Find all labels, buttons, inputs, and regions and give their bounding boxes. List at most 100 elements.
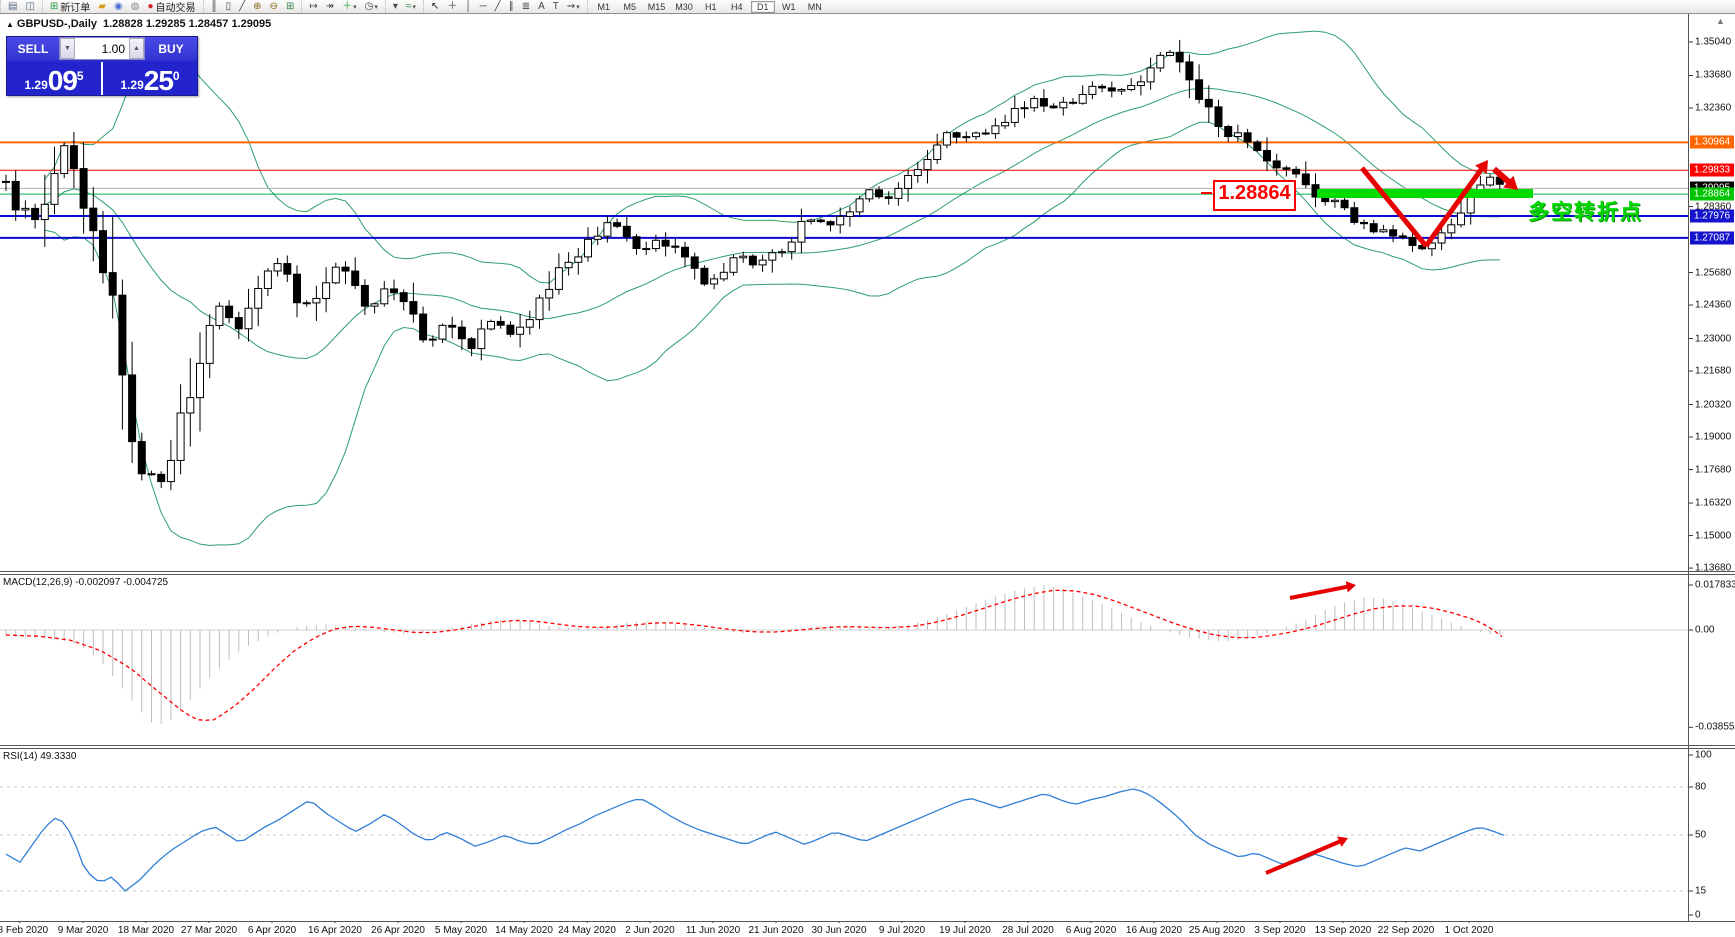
price-badge: 1.29833	[1690, 163, 1734, 177]
candle	[137, 441, 146, 475]
candle	[884, 196, 893, 199]
signals-icon[interactable]: ◍	[128, 0, 143, 13]
price-down-up-zigzag[interactable]	[1360, 166, 1428, 248]
toolbar-group: ↦ ↠ ＋ ▾ ◷ ▾	[301, 0, 385, 13]
candle	[671, 245, 680, 248]
bar-chart-icon[interactable]: ║	[208, 0, 221, 13]
timeframe-m15[interactable]: M15	[647, 1, 666, 12]
price-level-annotation[interactable]: 1.28864	[1213, 180, 1296, 211]
chart-window-icon[interactable]: ▤	[5, 0, 20, 13]
candle	[1398, 235, 1407, 239]
volume-increase-button[interactable]: ▲	[129, 38, 144, 59]
date-label: 26 Apr 2020	[371, 925, 425, 936]
candle	[196, 362, 204, 399]
candle	[89, 207, 98, 232]
sell-button[interactable]: SELL	[7, 37, 59, 60]
tile-windows-icon[interactable]: ⊞	[283, 0, 297, 13]
candle	[1107, 87, 1116, 92]
buy-button[interactable]: BUY	[145, 37, 197, 60]
indicators-icon[interactable]: ＋ ▾	[339, 0, 360, 13]
panel-separator[interactable]	[0, 574, 1735, 575]
cursor-icon[interactable]: ↖	[428, 0, 442, 13]
time-axis[interactable]: 28 Feb 2020 9 Mar 2020 18 Mar 2020 27 Mar 2…	[0, 923, 1735, 937]
volume-decrease-button[interactable]: ▼	[60, 38, 75, 59]
candle	[428, 338, 437, 341]
timeframe-h4[interactable]: H4	[731, 1, 743, 12]
date-label: 28 Feb 2020	[0, 925, 49, 936]
buy-price-pips: 25	[143, 65, 174, 96]
arrows-icon[interactable]: ⇝ ▾	[564, 0, 583, 13]
candle	[1486, 176, 1495, 186]
text-label-icon[interactable]: T	[550, 0, 562, 13]
candle	[302, 302, 311, 305]
support-zone-bar[interactable]	[1317, 189, 1533, 198]
templates-icon[interactable]: ▾	[390, 0, 401, 13]
candle	[1136, 81, 1145, 87]
indicators-icon: ＋	[342, 0, 353, 12]
timeframe-h1[interactable]: H1	[705, 1, 717, 12]
rsi-axis-label: 0	[1695, 909, 1701, 921]
candlestick-chart-icon[interactable]: ▯	[223, 0, 235, 13]
chart-shift-icon[interactable]: ↠	[323, 0, 337, 13]
timeframe-m1[interactable]: M1	[597, 1, 611, 12]
market-watch-icon[interactable]: ◫	[22, 0, 37, 13]
price-down-up-zigzag[interactable]	[1423, 164, 1486, 248]
sell-price-point: 5	[76, 69, 84, 83]
timeframe-w1[interactable]: W1	[782, 1, 796, 12]
candle	[758, 259, 767, 266]
timeframe-m5[interactable]: M5	[623, 1, 637, 12]
crosshair-icon[interactable]: ＋	[444, 0, 460, 13]
rsi-line	[5, 788, 1505, 892]
new-order-button[interactable]: ⊞ 新订单	[47, 0, 93, 14]
scroll-to-end-icon[interactable]: ▲	[1716, 16, 1725, 26]
horizontal-line-icon[interactable]: ─	[477, 0, 490, 13]
history-center-icon[interactable]: ▰	[95, 0, 109, 13]
rsi-up-arrow[interactable]	[1265, 838, 1344, 875]
candle	[836, 215, 845, 226]
timeframe-mn[interactable]: MN	[807, 1, 822, 12]
line-styles-icon: ≈	[405, 0, 412, 12]
line-chart-icon[interactable]: ╱	[236, 0, 248, 13]
candle	[157, 473, 166, 483]
autotrading-button[interactable]: ● 自动交易	[144, 0, 198, 13]
candle	[1292, 168, 1301, 175]
price-axis-border	[1688, 14, 1689, 922]
trendline-icon[interactable]: ╱	[492, 0, 504, 13]
panel-separator[interactable]	[0, 748, 1735, 749]
macd-axis-label: -0.038559	[1695, 721, 1735, 733]
timeframe-m30[interactable]: M30	[675, 1, 693, 12]
candle	[186, 397, 195, 414]
periods-icon[interactable]: ◷ ▾	[362, 0, 381, 13]
candle	[1195, 79, 1204, 100]
line-styles-icon[interactable]: ≈ ▾	[403, 0, 419, 13]
zoom-out-icon[interactable]: ⊖	[267, 0, 281, 13]
date-label: 30 Jun 2020	[811, 925, 867, 936]
new-order-button-label: 新订单	[60, 3, 91, 14]
buy-price[interactable]: 1.29 25 0	[103, 62, 197, 95]
candle	[11, 180, 20, 211]
fibonacci-icon: ≣	[521, 0, 531, 12]
auto-scroll-icon[interactable]: ↦	[306, 0, 320, 13]
volume-input[interactable]: 1.00	[101, 41, 125, 56]
candle	[1156, 54, 1165, 69]
sell-price[interactable]: 1.29 09 5	[7, 62, 101, 95]
macd-label: MACD(12,26,9) -0.002097 -0.004725	[3, 577, 169, 588]
panel-separator	[0, 921, 1735, 922]
vertical-line-icon[interactable]: │	[462, 0, 474, 13]
macd-up-arrow[interactable]	[1289, 584, 1351, 600]
community-icon[interactable]: ◉	[111, 0, 126, 13]
text-icon[interactable]: A	[535, 0, 548, 13]
price-tick-label: 1.17680	[1695, 464, 1732, 476]
price-tick-label: 1.32360	[1695, 102, 1732, 114]
candle	[690, 256, 699, 269]
candle	[525, 319, 534, 328]
panel-separator[interactable]	[0, 745, 1735, 746]
fibonacci-icon[interactable]: ≣	[519, 0, 533, 13]
candle	[1001, 121, 1010, 127]
timeframe-d1[interactable]: D1	[750, 0, 775, 13]
price-tick-label: 1.21680	[1695, 365, 1732, 377]
panel-separator[interactable]	[0, 571, 1735, 572]
candle	[1282, 167, 1291, 170]
zoom-in-icon[interactable]: ⊕	[250, 0, 264, 13]
equidistant-channel-icon[interactable]: ∥	[506, 0, 517, 13]
